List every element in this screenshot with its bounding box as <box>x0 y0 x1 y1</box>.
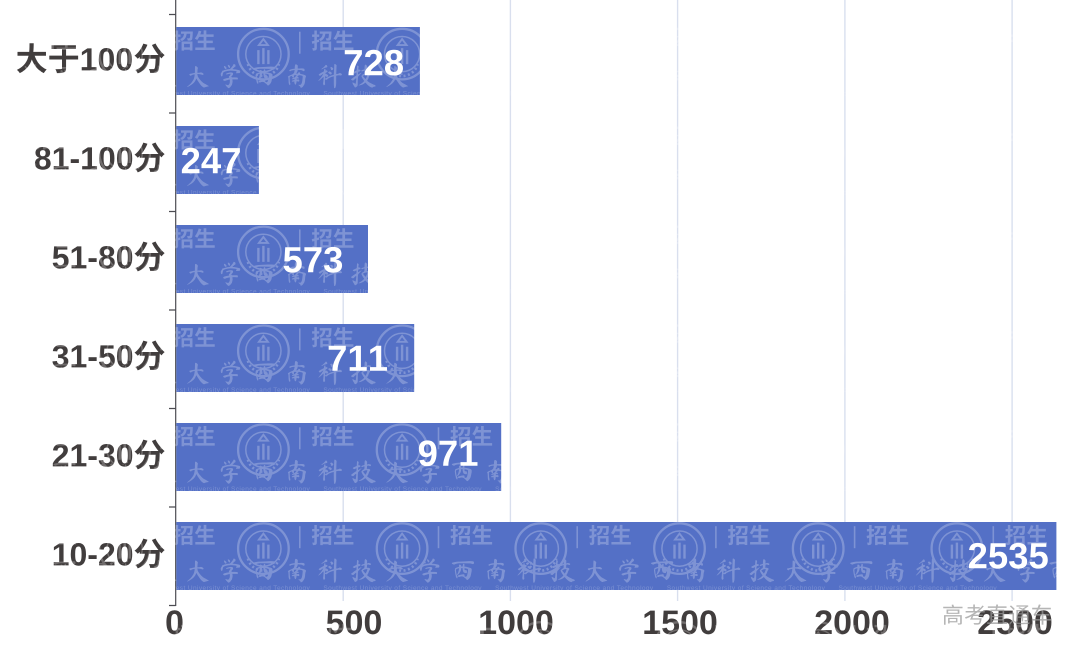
svg-text:Southwest University of Scienc: Southwest University of Science and Tech… <box>0 486 1010 493</box>
svg-text:Southwest University of Scienc: Southwest University of Science and Tech… <box>0 189 1010 196</box>
svg-text:Southwest University of Scienc: Southwest University of Science and Tech… <box>0 585 1010 592</box>
svg-text:Southwest University of Scienc: Southwest University of Science and Tech… <box>0 387 1010 394</box>
svg-text:Southwest University of Scienc: Southwest University of Science and Tech… <box>0 91 1010 98</box>
svg-text:Southwest University of Scienc: Southwest University of Science and Tech… <box>0 288 1010 295</box>
